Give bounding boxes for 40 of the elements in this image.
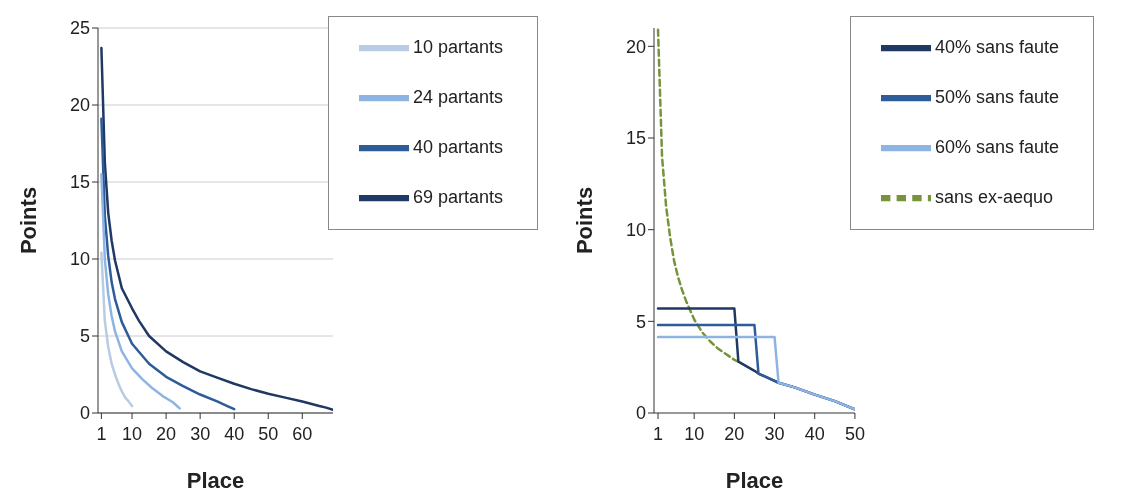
legend-label: 69 partants: [412, 186, 503, 207]
x-tick-label: 60: [292, 423, 313, 444]
line-series: [100, 173, 181, 410]
x-tick-label: 10: [122, 423, 143, 444]
line-series: [100, 117, 236, 411]
line-series: [656, 28, 740, 363]
y-tick-label: 20: [625, 36, 646, 57]
legend-label: 40% sans faute: [934, 36, 1059, 57]
y-tick-label: 0: [635, 403, 646, 424]
x-tick-label: 20: [724, 423, 745, 444]
x-tick-label: 1: [96, 423, 107, 444]
legend-label: 10 partants: [412, 36, 503, 57]
y-tick-label: 15: [625, 128, 646, 149]
x-tick-label: 20: [156, 423, 177, 444]
x-tick-label: 50: [844, 423, 865, 444]
x-tick-label: 30: [764, 423, 785, 444]
y-tick-label: 0: [79, 403, 90, 424]
legend-label: sans ex-aequo: [934, 186, 1053, 207]
y-axis-title: Points: [571, 186, 597, 255]
x-axis-title: Place: [725, 468, 784, 493]
x-tick-label: 10: [684, 423, 705, 444]
legend-label: 50% sans faute: [934, 86, 1059, 107]
x-tick-label: 1: [653, 423, 664, 444]
legend-label: 24 partants: [412, 86, 503, 107]
legend-label: 40 partants: [412, 136, 503, 157]
y-tick-label: 15: [69, 172, 90, 193]
x-tick-label: 30: [190, 423, 211, 444]
x-tick-label: 50: [258, 423, 279, 444]
y-tick-label: 10: [625, 220, 646, 241]
line-series: [100, 251, 134, 408]
y-tick-label: 5: [79, 326, 90, 347]
x-axis-title: Place: [186, 468, 245, 493]
y-tick-label: 20: [69, 95, 90, 116]
y-tick-label: 5: [635, 311, 646, 332]
y-tick-label: 25: [69, 18, 90, 39]
y-axis-title: Points: [15, 186, 41, 255]
x-tick-label: 40: [224, 423, 245, 444]
legend-label: 60% sans faute: [934, 136, 1059, 157]
y-tick-label: 10: [69, 249, 90, 270]
x-tick-label: 40: [804, 423, 825, 444]
